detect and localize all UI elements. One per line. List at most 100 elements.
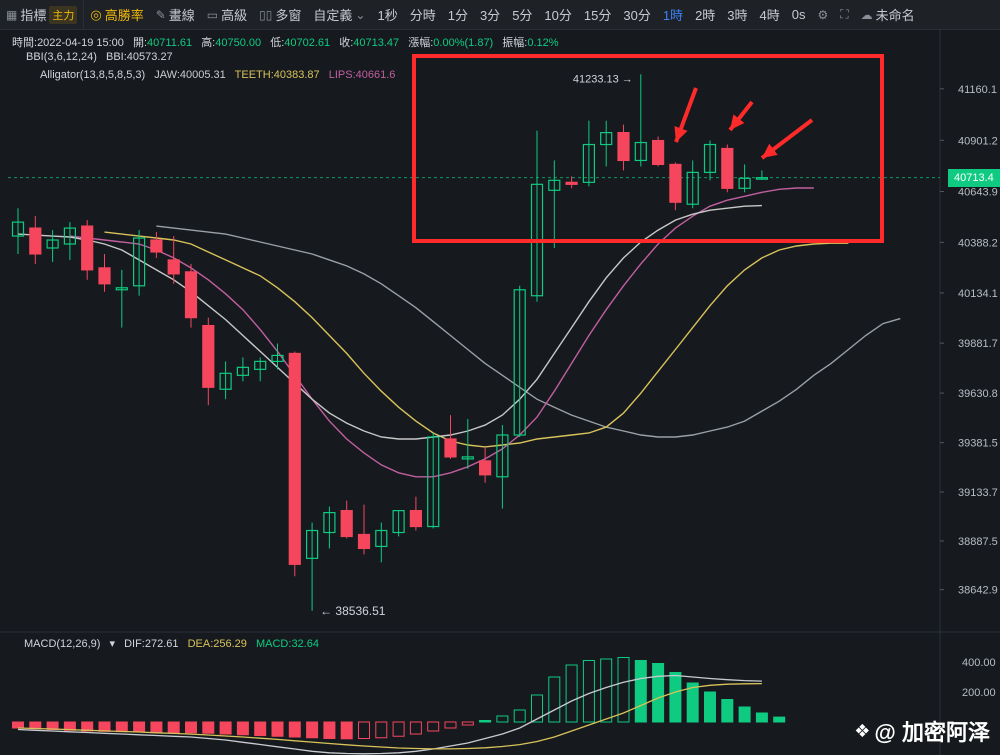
- candle-body-21: [375, 529, 388, 548]
- price-tick-label-8: 39133.7: [958, 487, 998, 499]
- interval-tab-4[interactable]: 5分: [512, 8, 533, 23]
- layout-name-label: 未命名: [875, 8, 915, 23]
- macd-tick-label-1: 200.00: [962, 687, 996, 699]
- interval-tab-9[interactable]: 2時: [695, 8, 716, 23]
- macd-bar-4: [81, 721, 94, 732]
- multi-window-label: 多窗: [275, 8, 302, 23]
- arrow-2-head: [730, 114, 745, 130]
- multi-window-button[interactable]: ▯▯ 多窗: [253, 0, 307, 29]
- price-tick-label-7: 39381.5: [958, 438, 998, 450]
- candle-body-17: [306, 529, 319, 559]
- interval-tab-3[interactable]: 3分: [479, 8, 501, 23]
- candle-body-4: [81, 225, 94, 271]
- candle-0: [11, 208, 25, 254]
- candle-body-8: [150, 239, 163, 253]
- dif-label: DIF:: [124, 638, 145, 650]
- interval-tab-6[interactable]: 15分: [583, 8, 612, 23]
- candle-10: [184, 263, 198, 328]
- macd-bar-25: [444, 721, 457, 729]
- macd-bar-22: [392, 721, 405, 737]
- interval-tabs: 1秒 分時 1分 3分 5分 10分 15分 30分 1時 2時 3時 4時 0s: [371, 0, 811, 29]
- price-tick-label-1: 40901.2: [958, 135, 998, 147]
- candle-body-25: [444, 438, 457, 458]
- jaw-line: [156, 225, 901, 438]
- interval-tab-12[interactable]: 0s: [791, 7, 806, 22]
- draw-label: 畫線: [168, 8, 195, 23]
- macd-bar-33: [582, 660, 595, 723]
- candle-body-35: [617, 131, 630, 162]
- candle-2: [46, 230, 59, 262]
- candle-39: [686, 160, 699, 209]
- high-price-annotation: 41233.13 →: [573, 73, 633, 85]
- chevron-down-icon[interactable]: ▾: [109, 638, 116, 650]
- macd-legend[interactable]: MACD(12,26,9) ▾ DIF:272.61 DEA:256.29 MA…: [24, 637, 319, 650]
- advanced-label: 高級: [221, 8, 248, 23]
- interval-tab-8[interactable]: 1時: [662, 8, 684, 23]
- expand-button[interactable]: ⛶: [834, 0, 854, 29]
- price-axis: 41160.1 40901.2 40643.9 40388.2 40134.1 39881…: [940, 84, 998, 597]
- candle-body-7: [133, 237, 146, 287]
- main-badge: 主力: [49, 5, 78, 24]
- candle-body-42: [738, 177, 751, 189]
- interval-tab-5[interactable]: 10分: [544, 8, 572, 23]
- settings-button[interactable]: ⚙: [812, 0, 835, 29]
- candle-7: [133, 230, 146, 296]
- macd-bar-11: [202, 721, 215, 734]
- candle-41: [721, 144, 734, 193]
- win-rate-button[interactable]: ◎ 高勝率: [84, 0, 149, 29]
- price-chart[interactable]: 41160.1 40901.2 40643.9 40388.2 40134.1 39881…: [0, 30, 1000, 755]
- candle-body-28: [496, 434, 509, 478]
- candle-body-14: [254, 360, 267, 370]
- dif-line: [17, 674, 762, 755]
- alligator-legend[interactable]: Alligator(13,8,5,8,5,3) JAW:40005.31 TEE…: [40, 69, 395, 81]
- candle-body-15: [271, 354, 284, 362]
- candle-30: [530, 130, 544, 302]
- price-tick-label-3: 40388.2: [958, 237, 998, 249]
- interval-tab-2[interactable]: 1分: [447, 8, 468, 23]
- time-value: 2022-04-19 15:00: [37, 37, 124, 49]
- interval-tab-0[interactable]: 1秒: [377, 8, 398, 23]
- candle-40: [703, 140, 717, 181]
- candle-22: [392, 510, 405, 537]
- interval-tab-10[interactable]: 3時: [727, 8, 748, 23]
- macd-bar-44: [773, 716, 786, 723]
- high-value: 40750.00: [215, 37, 262, 49]
- jaw-label: JAW:: [154, 69, 180, 81]
- macd-bar-19: [340, 721, 353, 740]
- candle-body-38: [669, 163, 682, 203]
- macd-name: MACD(12,26,9): [24, 638, 101, 650]
- candle-32: [565, 176, 578, 189]
- interval-tab-1[interactable]: 分時: [409, 8, 436, 23]
- draw-button[interactable]: ✎ 畫線: [150, 0, 201, 29]
- macd-bar-32: [565, 664, 578, 723]
- macd-bar-29: [513, 709, 526, 723]
- candle-43: [755, 170, 769, 180]
- arrow-2: [728, 100, 754, 132]
- candlesticks: [11, 74, 769, 611]
- candle-body-23: [409, 510, 422, 528]
- bbi-legend[interactable]: BBI(3,6,12,24) BBI:40573.27: [26, 51, 173, 63]
- macd-bar-35: [617, 657, 630, 723]
- dea-value: 256.29: [213, 638, 247, 650]
- candle-body-41: [721, 147, 734, 189]
- candle-1: [29, 216, 42, 264]
- macd-bar-23: [409, 721, 422, 735]
- interval-tab-7[interactable]: 30分: [623, 8, 651, 23]
- teeth-value: 40383.87: [273, 69, 320, 81]
- macd-bar-26: [461, 721, 474, 726]
- watermark-text: @ 加密阿泽: [874, 720, 990, 745]
- macd-bar-31: [548, 676, 561, 723]
- candle-body-43: [755, 177, 769, 180]
- candle-25: [444, 415, 457, 459]
- macd-bar-6: [115, 721, 128, 733]
- candle-28: [496, 425, 509, 509]
- candle-body-22: [392, 510, 405, 534]
- indicators-button[interactable]: ▦ 指標 主力: [0, 0, 85, 29]
- low-price-annotation: ← 38536.51: [320, 604, 386, 618]
- interval-tab-11[interactable]: 4時: [759, 8, 780, 23]
- layout-name-button[interactable]: ☁ 未命名: [855, 0, 921, 29]
- macd-bar-28: [496, 715, 509, 723]
- advanced-button[interactable]: ▭ 高級: [201, 0, 253, 29]
- indicator-icon: ▦: [6, 7, 18, 22]
- custom-interval-button[interactable]: 自定義 ⌄: [307, 0, 371, 29]
